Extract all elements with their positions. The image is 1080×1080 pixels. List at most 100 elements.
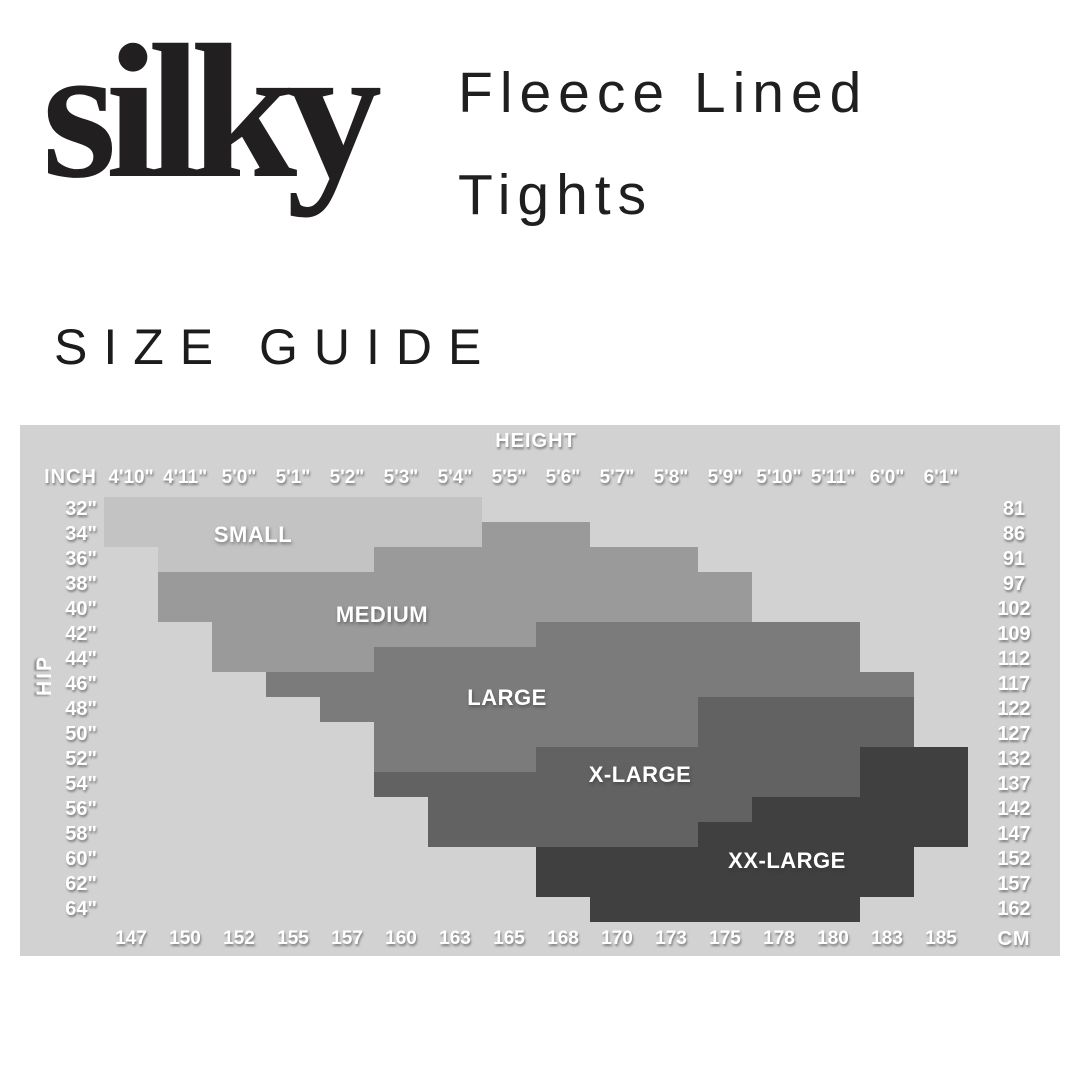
product-title-line2: Tights xyxy=(458,163,654,227)
hip-inch-label: 52" xyxy=(65,748,97,770)
size-region-cell xyxy=(374,547,698,572)
size-label-xlarge: X-LARGE xyxy=(588,762,692,787)
height-cm-label: 183 xyxy=(871,928,903,949)
size-region-cell xyxy=(104,497,482,522)
size-region-cell xyxy=(428,822,698,847)
height-column-label: 4'10" xyxy=(108,466,154,488)
hip-inch-label: 60" xyxy=(65,848,97,870)
size-label-large: LARGE xyxy=(467,685,547,710)
size-region-cell xyxy=(482,522,590,547)
height-cm-label: 170 xyxy=(601,928,633,949)
hip-cm-label: 137 xyxy=(997,773,1031,795)
size-region-cell xyxy=(212,647,374,672)
height-column-label: 5'4" xyxy=(437,466,473,488)
size-chart: HEIGHT INCH 4'10" 4'11" 5'0" 5'1" 5'2" 5'3" 5'4"… xyxy=(20,425,1060,956)
size-region-cell xyxy=(590,897,860,922)
size-label-xxlarge: XX-LARGE xyxy=(728,848,846,873)
size-region-cell xyxy=(536,872,914,897)
height-column-label: 4'11" xyxy=(162,466,208,488)
size-region-cell xyxy=(752,797,968,822)
hip-cm-label: 109 xyxy=(997,623,1031,645)
size-region-cell xyxy=(158,572,752,597)
size-region-cell xyxy=(320,697,698,722)
height-cm-label: 168 xyxy=(547,928,579,949)
hip-cm-label: 91 xyxy=(1002,548,1026,570)
hip-cm-label: 117 xyxy=(997,673,1031,695)
size-region-cell xyxy=(374,722,698,747)
size-region-cell xyxy=(374,647,860,672)
hip-cm-label: 147 xyxy=(997,823,1031,845)
hip-cm-label: 81 xyxy=(1002,498,1026,520)
hip-axis-label: HIP xyxy=(33,654,56,696)
hip-inch-label: 42" xyxy=(65,623,97,645)
inch-unit-label: INCH xyxy=(44,466,97,488)
hip-inch-label: 34" xyxy=(65,523,97,545)
hip-inch-label: 64" xyxy=(65,898,97,920)
hip-cm-label: 132 xyxy=(997,748,1031,770)
size-region-cell xyxy=(158,597,752,622)
hip-cm-label: 127 xyxy=(997,723,1031,745)
height-cm-label: 185 xyxy=(925,928,957,949)
height-cm-label: 147 xyxy=(115,928,147,949)
hip-inch-label: 44" xyxy=(65,648,97,670)
size-guide-heading: SIZE GUIDE xyxy=(54,319,498,375)
height-column-label: 5'11" xyxy=(810,466,856,488)
height-cm-label: 150 xyxy=(169,928,201,949)
size-region-cell xyxy=(374,747,536,772)
hip-inch-label: 54" xyxy=(65,773,97,795)
height-cm-label: 165 xyxy=(493,928,525,949)
size-chart-grid: HEIGHT INCH 4'10" 4'11" 5'0" 5'1" 5'2" 5'3" 5'4"… xyxy=(20,425,1060,956)
height-column-label: 5'6" xyxy=(545,466,581,488)
height-column-label: 5'2" xyxy=(329,466,365,488)
size-region-cell xyxy=(860,772,968,797)
height-cm-label: 157 xyxy=(331,928,363,949)
height-column-label: 6'0" xyxy=(869,466,905,488)
size-region-cell xyxy=(104,522,482,547)
height-column-label: 5'0" xyxy=(221,466,257,488)
hip-cm-label: 162 xyxy=(997,898,1031,920)
size-region-cell xyxy=(374,772,860,797)
size-label-medium: MEDIUM xyxy=(335,602,429,627)
height-axis-label: HEIGHT xyxy=(495,430,577,452)
hip-inch-label: 62" xyxy=(65,873,97,895)
height-column-label: 6'1" xyxy=(923,466,959,488)
height-column-label: 5'5" xyxy=(491,466,527,488)
product-title-line1: Fleece Lined xyxy=(458,61,869,125)
size-region-cell xyxy=(536,847,914,872)
size-region-cell xyxy=(536,622,860,647)
hip-cm-label: 97 xyxy=(1002,573,1026,595)
height-cm-label: 173 xyxy=(655,928,687,949)
hip-cm-label: 112 xyxy=(997,648,1031,670)
height-cm-label: 175 xyxy=(709,928,741,949)
hip-inch-label: 50" xyxy=(65,723,97,745)
hip-cm-label: 157 xyxy=(997,873,1031,895)
hip-cm-label: 86 xyxy=(1002,523,1026,545)
hip-cm-label: 102 xyxy=(997,598,1031,620)
size-region-cell xyxy=(698,722,914,747)
size-region-cell xyxy=(266,672,914,697)
size-region-cell xyxy=(860,747,968,772)
hip-inch-label: 40" xyxy=(65,598,97,620)
height-column-label: 5'1" xyxy=(275,466,311,488)
cm-unit-label: CM xyxy=(997,927,1031,950)
hip-inch-label: 56" xyxy=(65,798,97,820)
height-column-label: 5'7" xyxy=(599,466,635,488)
height-column-label: 5'10" xyxy=(756,466,802,488)
height-cm-label: 155 xyxy=(277,928,309,949)
hip-inch-label: 36" xyxy=(65,548,97,570)
height-column-label: 5'8" xyxy=(653,466,689,488)
size-region-cell xyxy=(698,822,968,847)
size-region-cell xyxy=(698,697,914,722)
hip-cm-label: 142 xyxy=(997,798,1031,820)
hip-cm-label: 122 xyxy=(997,698,1031,720)
size-region-cell xyxy=(428,797,752,822)
height-cm-label: 160 xyxy=(385,928,417,949)
hip-inch-label: 58" xyxy=(65,823,97,845)
hip-inch-label: 32" xyxy=(65,498,97,520)
height-cm-label: 152 xyxy=(223,928,255,949)
height-column-label: 5'9" xyxy=(707,466,743,488)
height-cm-label: 163 xyxy=(439,928,471,949)
size-region-cell xyxy=(158,547,374,572)
size-region-cell xyxy=(212,622,536,647)
